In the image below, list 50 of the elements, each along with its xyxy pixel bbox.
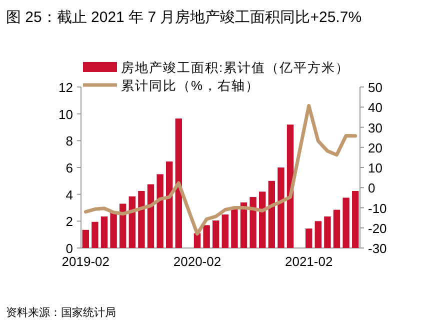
- y2-tick-label: 50: [368, 80, 382, 95]
- y-tick-label: 6: [66, 160, 73, 176]
- y-tick-label: 0: [66, 241, 73, 256]
- y-tick-label: 2: [66, 214, 73, 230]
- bar: [250, 197, 256, 248]
- y2-tick-label: 0: [368, 180, 376, 196]
- y-tick-label: 8: [66, 134, 73, 149]
- bar: [342, 198, 350, 248]
- bar: [110, 212, 117, 248]
- x-tick-label: 2019-02: [62, 254, 110, 269]
- bar: [278, 168, 284, 248]
- bar: [203, 225, 210, 248]
- bar: [222, 214, 228, 248]
- bar: [147, 184, 154, 248]
- bar: [314, 221, 322, 248]
- bar: [212, 220, 220, 248]
- bar: [82, 230, 89, 248]
- text: 资料来源：国家统计局: [6, 306, 116, 319]
- bar: [259, 192, 266, 248]
- y2-tick-label: -20: [368, 220, 387, 236]
- bar: [175, 118, 182, 248]
- bar: [100, 216, 108, 248]
- bar: [138, 190, 145, 248]
- bar: [324, 216, 331, 248]
- bar: [156, 174, 164, 248]
- y2-tick-label: 30: [368, 120, 382, 136]
- y-tick-label: 12: [58, 80, 73, 95]
- x-tick-label: 2021-02: [284, 254, 333, 269]
- bar: [268, 180, 275, 248]
- bar: [352, 190, 359, 248]
- bar: [306, 228, 312, 248]
- bar: [120, 204, 126, 248]
- y2-tick-label: 10: [368, 160, 382, 176]
- chart-title: 图 25：截止 2021 年 7 月房地产竣工面积同比+25.7%: [6, 9, 362, 26]
- y2-tick-label: 20: [368, 140, 382, 156]
- bar: [333, 210, 340, 248]
- legend-label: 房地产竣工面积:累计值（亿平方米）: [121, 60, 350, 75]
- legend-label: 累计同比（%，右轴）: [121, 78, 260, 93]
- x-tick-label: 2020-02: [173, 254, 222, 269]
- bar: [128, 196, 136, 248]
- line-series: [84, 104, 358, 236]
- bar: [231, 209, 238, 248]
- y-tick-label: 4: [66, 187, 73, 202]
- y-tick-label: 10: [58, 106, 73, 122]
- y2-tick-label: -10: [368, 200, 387, 216]
- y2-tick-label: 40: [368, 100, 382, 116]
- bar: [92, 222, 98, 248]
- y2-tick-label: -30: [368, 241, 387, 256]
- bar: [166, 161, 173, 248]
- bar: [194, 233, 201, 248]
